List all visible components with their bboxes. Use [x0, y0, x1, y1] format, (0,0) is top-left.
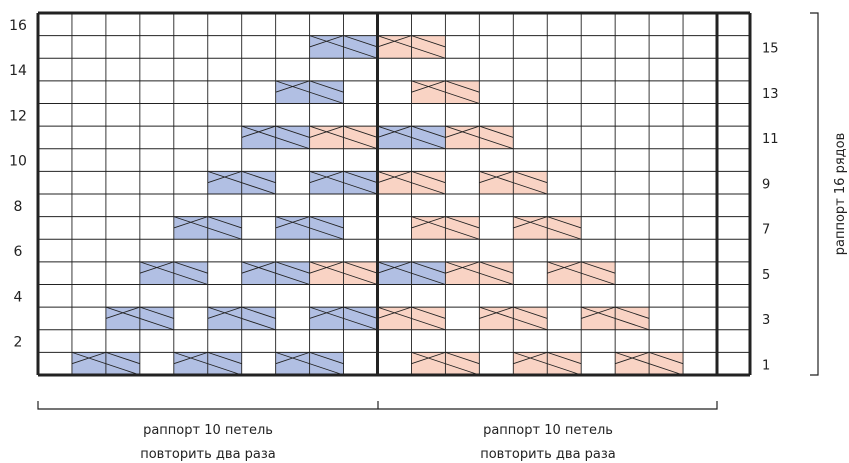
row-label-right: 15 — [762, 42, 779, 57]
row-label-right: 11 — [762, 132, 779, 147]
caption-left-line2: повторить два раза — [140, 447, 276, 462]
row-label-left: 6 — [14, 244, 23, 260]
row-label-right: 1 — [762, 358, 770, 373]
left-row-numbers: 2 4 6 8 10 12 14 16 — [9, 18, 27, 351]
row-label-left: 12 — [9, 108, 27, 124]
caption-right-line2: повторить два раза — [480, 447, 616, 462]
row-label-left: 16 — [9, 18, 27, 34]
row-label-left: 10 — [9, 154, 27, 170]
row-label-right: 5 — [762, 268, 770, 283]
row-label-right: 7 — [762, 223, 770, 238]
caption-right-line1: раппорт 10 петель — [483, 423, 613, 438]
bottom-caption-right: раппорт 10 петель повторить два раза — [480, 423, 616, 462]
bottom-caption-left: раппорт 10 петель повторить два раза — [140, 423, 276, 462]
row-label-right: 3 — [762, 313, 770, 328]
row-label-left: 14 — [9, 63, 27, 79]
row-label-left: 8 — [14, 199, 23, 215]
row-label-right: 13 — [762, 87, 779, 102]
row-label-left: 4 — [14, 289, 23, 305]
row-label-right: 9 — [762, 177, 770, 192]
caption-left-line1: раппорт 10 петель — [143, 423, 273, 438]
side-label: раппорт 16 рядов — [833, 133, 848, 255]
side-bracket: раппорт 16 рядов — [810, 13, 848, 375]
bottom-bracket — [38, 401, 717, 409]
row-label-left: 2 — [14, 335, 23, 351]
